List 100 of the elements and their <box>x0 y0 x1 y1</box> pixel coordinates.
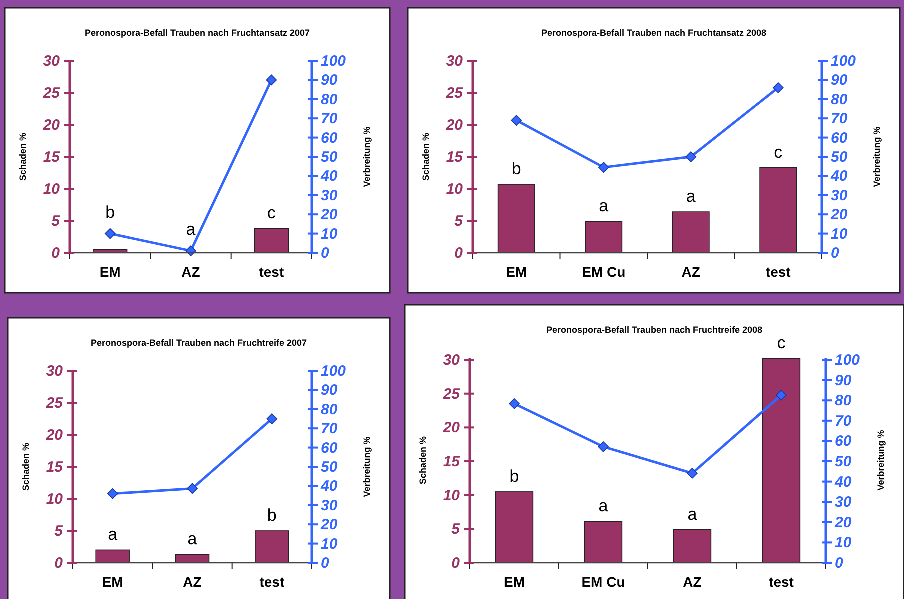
x-tick-label: test <box>766 264 792 280</box>
y2-tick-label: 60 <box>831 130 848 147</box>
point <box>511 115 522 126</box>
point <box>266 414 278 424</box>
point <box>687 468 698 479</box>
y-tick-label: 20 <box>45 427 64 444</box>
y2-tick-label: 90 <box>835 372 852 390</box>
y2-tick-label: 40 <box>320 478 338 496</box>
y-tick-label: 25 <box>445 85 464 102</box>
y2-tick-label: 40 <box>830 168 848 186</box>
y-tick-label: 30 <box>46 363 64 380</box>
annotation: a <box>686 187 696 206</box>
y2-axis-title: Verbreitung % <box>362 436 372 498</box>
chart-title: Peronospora-Befall Trauben nach Fruchtansatz 2007 <box>84 28 310 38</box>
annotation: a <box>186 220 196 240</box>
annotation: c <box>774 142 784 162</box>
annotation: b <box>512 160 522 179</box>
bar <box>498 184 536 254</box>
y-tick-label: 25 <box>45 395 64 412</box>
bar <box>762 358 801 564</box>
y2-tick-label: 30 <box>321 187 338 204</box>
y2-axis-title: Verbreitung % <box>362 126 372 188</box>
y-tick-label: 20 <box>42 117 61 134</box>
y2-tick-label: 90 <box>831 72 848 90</box>
y-tick-label: 25 <box>442 386 461 403</box>
y2-tick-label: 10 <box>321 226 338 243</box>
point <box>266 74 278 86</box>
y-tick-label: 20 <box>445 117 464 134</box>
annotation: a <box>598 496 609 516</box>
y2-tick-label: 50 <box>321 149 338 166</box>
y2-axis-title: Verbreitung % <box>876 430 886 491</box>
y-tick-label: 15 <box>443 454 461 471</box>
y2-tick-label: 80 <box>831 91 848 108</box>
y2-tick-label: 0 <box>835 555 844 572</box>
y2-tick-label: 100 <box>831 53 857 70</box>
x-tick-label: test <box>259 264 284 280</box>
chart-title: Peronospora-Befall Trauben nach Fruchtreife 2007 <box>90 338 308 348</box>
x-tick-label: EM <box>102 574 124 590</box>
y2-tick-label: 80 <box>321 91 338 108</box>
chart-title: Peronospora-Befall Trauben nach Fruchtansatz 2008 <box>541 28 767 38</box>
annotation: b <box>267 506 277 525</box>
x-tick-label: EM Cu <box>582 264 626 280</box>
y-tick-label: 0 <box>54 555 64 572</box>
y2-tick-label: 30 <box>835 494 852 512</box>
annotation: b <box>510 466 520 486</box>
text: c <box>777 334 786 353</box>
y2-tick-label: 10 <box>835 534 852 552</box>
y-tick-label: 0 <box>454 245 464 262</box>
y2-tick-label: 0 <box>831 245 840 262</box>
bar <box>673 529 712 564</box>
point <box>598 442 609 452</box>
y2-tick-label: 0 <box>321 245 330 262</box>
y2-axis-title: Verbreitung % <box>872 126 882 188</box>
x-tick-label: EM <box>100 264 121 280</box>
y-axis-title: Schaden % <box>418 436 428 485</box>
y2-tick-label: 90 <box>321 72 338 90</box>
bar <box>672 212 710 254</box>
y-tick-label: 30 <box>446 53 464 70</box>
y2-tick-label: 80 <box>835 392 852 410</box>
point <box>598 162 610 173</box>
y-tick-label: 10 <box>43 181 61 198</box>
point <box>187 483 198 494</box>
chart-title: Peronospora-Befall Trauben nach Fruchtreife 2008 <box>546 325 763 335</box>
y2-tick-label: 70 <box>321 420 338 438</box>
bar <box>760 167 798 254</box>
point <box>776 390 787 401</box>
y2-tick-label: 70 <box>835 412 852 430</box>
bar <box>96 550 130 564</box>
y2-tick-label: 100 <box>321 363 347 380</box>
y-axis-title: Schaden % <box>421 132 431 182</box>
y-tick-label: 30 <box>443 352 461 370</box>
y2-tick-label: 50 <box>835 454 852 471</box>
point <box>772 82 784 94</box>
y2-tick-label: 100 <box>835 352 861 370</box>
y-tick-label: 5 <box>52 213 61 230</box>
y-tick-label: 20 <box>442 420 461 437</box>
y-tick-label: 15 <box>446 149 464 166</box>
y-tick-label: 15 <box>43 149 61 166</box>
y2-tick-label: 20 <box>320 206 338 224</box>
y-tick-label: 15 <box>46 459 64 476</box>
y-tick-label: 5 <box>454 213 464 230</box>
bar <box>495 492 534 564</box>
y2-tick-label: 20 <box>830 206 848 224</box>
y2-tick-label: 50 <box>321 459 338 476</box>
point <box>509 398 520 410</box>
y2-tick-label: 70 <box>831 110 848 128</box>
y-tick-label: 0 <box>52 245 61 262</box>
annotation: a <box>599 196 610 216</box>
point <box>686 152 697 162</box>
annotation: c <box>267 204 276 223</box>
y2-tick-label: 90 <box>321 382 338 400</box>
y-tick-label: 5 <box>54 523 64 540</box>
annotation: a <box>108 525 118 544</box>
x-tick-label: AZ <box>683 574 702 590</box>
y-tick-label: 10 <box>446 181 464 198</box>
bar <box>584 521 623 564</box>
x-tick-label: EM Cu <box>582 574 626 590</box>
annotation: a <box>688 504 698 524</box>
point <box>107 488 118 500</box>
y2-tick-label: 10 <box>321 536 338 553</box>
